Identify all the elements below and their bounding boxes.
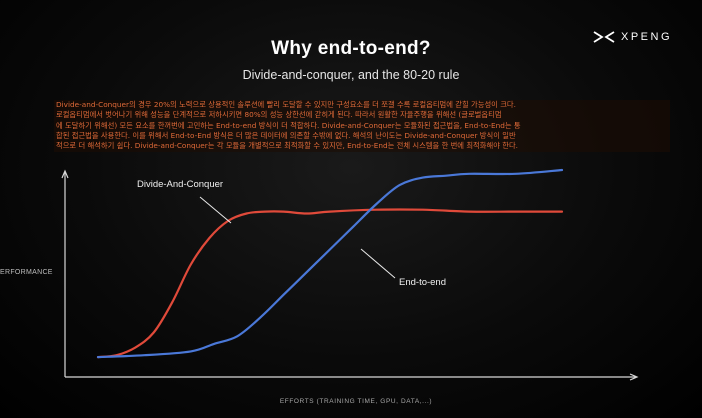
y-axis-arrow: [61, 169, 69, 179]
slide-subtitle: Divide-and-conquer, and the 80-20 rule: [242, 68, 460, 82]
annotation-label-end-to-end: End-to-end: [399, 277, 446, 288]
caption-line: Divide-and-Conquer의 경우 20%의 노력으로 상용적인 솔루…: [56, 100, 516, 109]
annotation-label-divide-and-conquer: Divide-And-Conquer: [137, 179, 223, 190]
caption-line: 에 도달하기 위해선) 모든 요소를 한꺼번에 고민하는 End-to-end …: [56, 120, 521, 130]
caption-line: 합된 접근법을 사용한다. 이를 위해서 End-to-End 방식은 더 많은…: [56, 131, 516, 141]
caption-overlay: Divide-and-Conquer의 경우 20%의 노력으로 상용적인 솔루…: [54, 100, 670, 152]
series-line-divide-and-conquer: [96, 208, 564, 359]
slide-title: Why end-to-end?: [271, 38, 431, 59]
caption-line: 로컬옵티멈에서 벗어나기 위해 성능을 단계적으로 저하시키면 80%의 성능 …: [56, 110, 502, 120]
x-axis-arrow: [629, 373, 639, 381]
caption-line: 적으로 더 해석하기 쉽다. Divide-and-Conquer는 각 모듈을…: [56, 141, 518, 151]
x-chevrons-icon: [593, 31, 615, 43]
annotation-leader-end-to-end: [360, 248, 396, 279]
x-axis-label: EFFORTS (TRAINING TIME, GPU, DATA,...): [279, 398, 433, 405]
brand-logo-text: XPENG: [621, 31, 673, 43]
y-axis-label: ERFORMANCE: [0, 269, 53, 276]
brand-logo: XPENG: [593, 31, 672, 43]
annotation-leader-divide-and-conquer: [199, 196, 232, 224]
series-line-end-to-end: [96, 168, 564, 359]
